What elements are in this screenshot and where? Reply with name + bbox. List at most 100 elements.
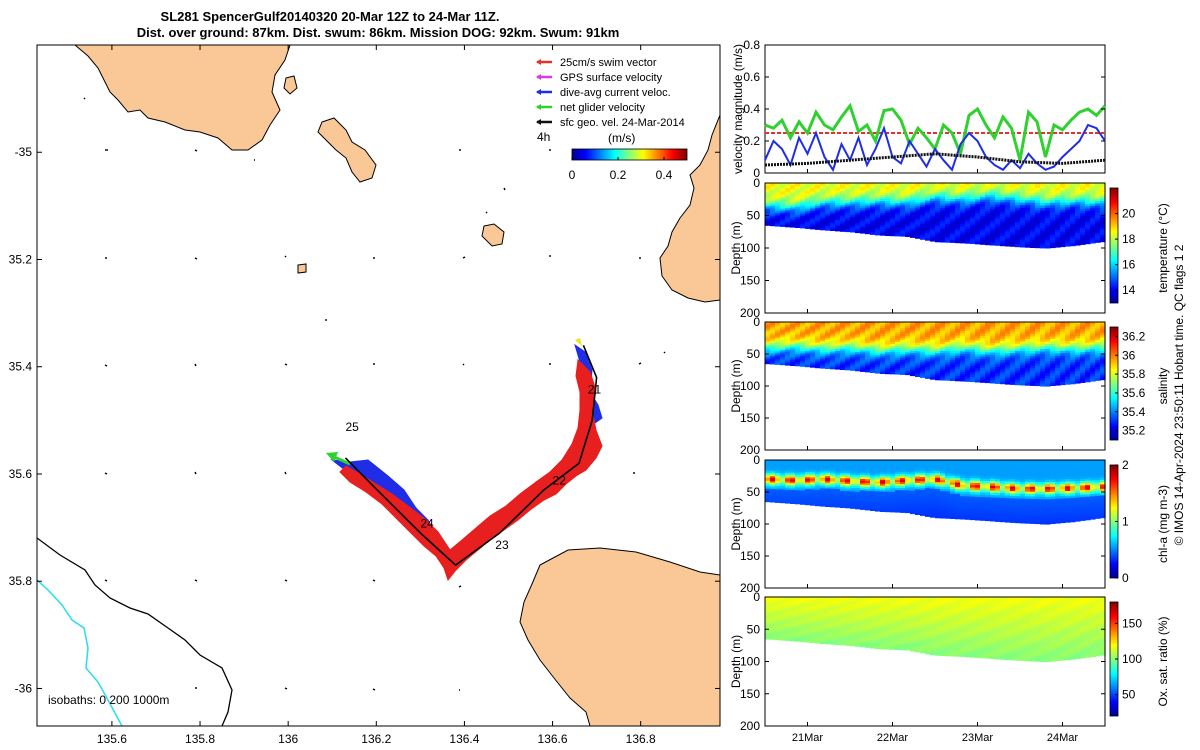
section-cell: [955, 500, 961, 504]
section-cell: [865, 498, 871, 501]
section-cell: [815, 470, 821, 473]
section-cell: [850, 186, 856, 190]
section-cell: [1100, 350, 1106, 354]
section-cell: [880, 217, 886, 220]
depth-tick-label: 150: [740, 274, 760, 288]
section-cell: [995, 340, 1001, 344]
section-cell: [985, 511, 991, 515]
section-cell: [850, 349, 856, 353]
section-cell: [980, 511, 986, 514]
section-cell: [1095, 355, 1101, 359]
section-cell: [990, 235, 996, 239]
section-cell: [820, 226, 826, 229]
section-cell: [855, 205, 861, 209]
section-cell: [945, 237, 951, 241]
section-cell: [765, 477, 771, 480]
section-cell: [970, 197, 976, 200]
section-cell: [1065, 362, 1071, 366]
section-cell: [885, 205, 891, 208]
section-cell: [1025, 331, 1031, 335]
section-cell: [1100, 198, 1106, 202]
section-cell: [780, 478, 786, 481]
section-cell: [920, 206, 926, 210]
section-cell: [885, 487, 891, 491]
section-cell: [935, 462, 941, 465]
section-cell: [770, 339, 776, 342]
section-cell: [765, 334, 771, 337]
section-cell: [825, 479, 831, 482]
section-cell: [915, 219, 921, 222]
section-cell: [920, 322, 926, 325]
section-cell: [820, 497, 826, 500]
section-cell: [940, 342, 946, 345]
section-cell: [990, 509, 996, 513]
section-cell: [775, 471, 781, 474]
section-cell: [920, 221, 926, 225]
section-cell: [925, 332, 931, 336]
section-cell: [780, 476, 786, 479]
section-cell: [795, 217, 801, 220]
section-cell: [840, 194, 846, 197]
section-cell: [915, 508, 921, 511]
section-cell: [830, 492, 836, 495]
section-cell: [795, 328, 801, 331]
section-cell: [1035, 348, 1041, 352]
section-cell: [810, 468, 816, 471]
section-cell: [965, 491, 971, 495]
section-cell: [900, 350, 906, 353]
section-cell: [960, 367, 966, 371]
section-cell: [825, 204, 831, 208]
section-cell: [815, 191, 821, 195]
section-cell: [980, 192, 986, 196]
section-cell: [970, 349, 976, 353]
section-cell: [810, 339, 816, 342]
section-cell: [1100, 322, 1106, 325]
section-cell: [960, 340, 966, 343]
section-cell: [940, 468, 946, 472]
section-cell: [780, 354, 786, 357]
section-cell: [765, 357, 771, 360]
section-cell: [940, 357, 946, 361]
section-cell: [780, 221, 786, 224]
section-cell: [955, 328, 961, 332]
section-cell: [805, 482, 811, 485]
section-cell: [930, 200, 936, 204]
section-cell: [845, 480, 851, 483]
section-cell: [1005, 510, 1011, 513]
map-x-tick-label: 136.4: [449, 732, 479, 746]
section-cell: [1085, 204, 1091, 207]
section-cell: [1025, 227, 1031, 231]
section-cell: [950, 471, 956, 474]
section-cell: [1015, 227, 1021, 230]
section-cell: [765, 498, 771, 501]
section-cell: [1000, 228, 1006, 232]
section-cell: [785, 466, 791, 469]
section-cell: [805, 183, 811, 186]
section-cell: [1080, 322, 1086, 325]
section-cell: [920, 230, 926, 234]
section-cell: [1090, 333, 1096, 337]
section-cell: [1075, 183, 1081, 186]
section-cell: [825, 488, 831, 491]
section-cell: [920, 508, 926, 512]
section-cell: [880, 199, 886, 202]
section-cell: [840, 347, 846, 350]
section-cell: [825, 465, 831, 468]
section-cell: [850, 190, 856, 193]
section-cell: [1095, 326, 1101, 330]
section-cell: [985, 223, 991, 227]
section-cell: [985, 460, 991, 463]
depth-tick-label: 0: [753, 176, 760, 190]
section-cell: [935, 328, 941, 332]
section-cell: [885, 475, 891, 479]
section-cell: [825, 493, 831, 497]
section-cell: [780, 474, 786, 477]
section-cell: [895, 362, 901, 365]
section-cell: [820, 186, 826, 189]
legend-label: GPS surface velocity: [560, 72, 663, 84]
section-cell: [795, 322, 801, 325]
section-cell: [1000, 359, 1006, 363]
section-cell: [1095, 230, 1101, 234]
section-cell: [1085, 229, 1091, 233]
section-cell: [850, 460, 856, 463]
